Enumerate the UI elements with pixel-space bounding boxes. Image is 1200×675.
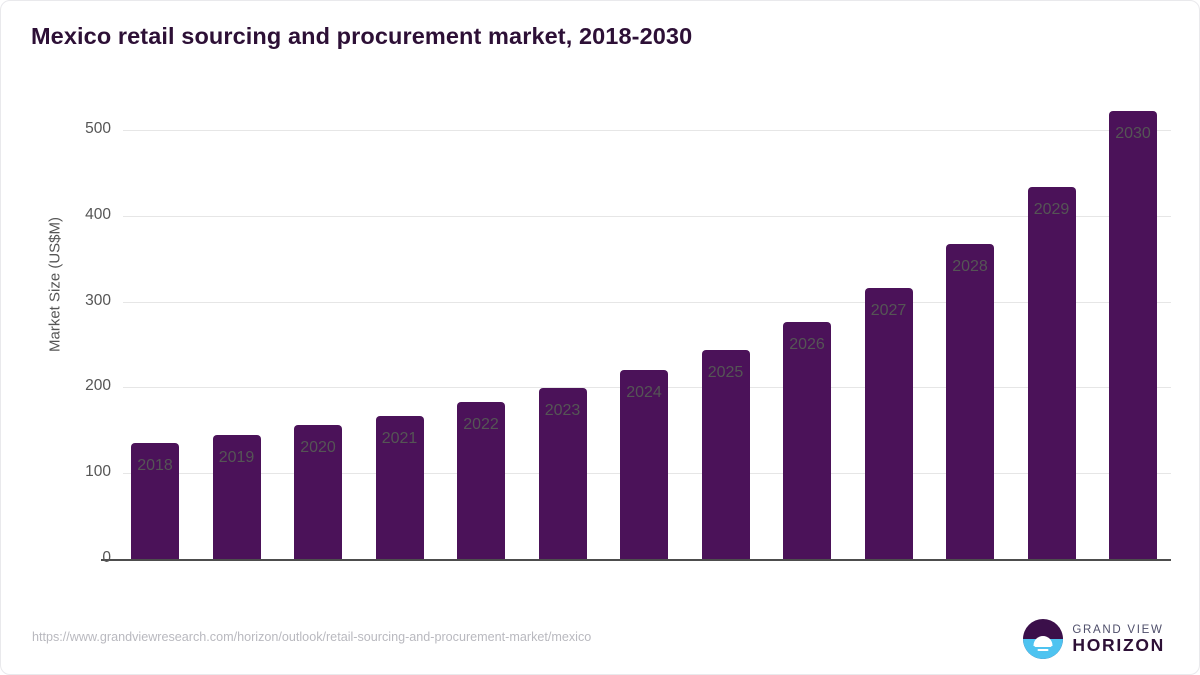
bar-group: 2025 bbox=[701, 349, 750, 559]
x-tick-label: 2018 bbox=[137, 457, 173, 475]
gridline-row: 500 bbox=[1, 120, 1199, 137]
bar[interactable] bbox=[946, 244, 994, 559]
bar-group: 2024 bbox=[620, 370, 668, 559]
gridline-row: 0 bbox=[1, 549, 1199, 566]
bar[interactable] bbox=[294, 425, 342, 559]
y-tick-label: 0 bbox=[102, 549, 111, 566]
bar-group: 2029 bbox=[1027, 186, 1076, 559]
brand-logo[interactable]: GRAND VIEW HORIZON bbox=[1023, 619, 1165, 659]
bar-group: 2021 bbox=[375, 415, 424, 559]
bar[interactable] bbox=[212, 434, 261, 559]
source-url[interactable]: https://www.grandviewresearch.com/horizo… bbox=[32, 630, 592, 644]
y-tick-label: 300 bbox=[85, 291, 111, 309]
gridline-row: 400 bbox=[1, 206, 1199, 223]
bar-group: 2030 bbox=[1109, 111, 1157, 559]
logo-ray-lower bbox=[1037, 649, 1049, 652]
y-tick-label: 100 bbox=[85, 463, 111, 481]
y-tick-label: 500 bbox=[85, 120, 111, 137]
x-tick-label: 2027 bbox=[870, 301, 907, 319]
bar[interactable] bbox=[864, 287, 913, 559]
logo-sun-shape bbox=[1033, 635, 1053, 646]
bar-group: 2023 bbox=[538, 388, 587, 559]
x-tick-label: 2019 bbox=[218, 448, 255, 466]
bar[interactable] bbox=[1027, 186, 1076, 559]
x-tick-label: 2028 bbox=[952, 258, 988, 276]
bar[interactable] bbox=[701, 349, 750, 559]
x-tick-label: 2026 bbox=[789, 336, 825, 354]
bar-group: 2019 bbox=[212, 434, 261, 559]
bar[interactable] bbox=[457, 402, 505, 559]
gridline-row: 300 bbox=[1, 292, 1199, 309]
y-tick-label: 200 bbox=[85, 377, 111, 395]
bar[interactable] bbox=[1109, 111, 1157, 559]
gridline bbox=[123, 301, 1171, 303]
bar-group: 2020 bbox=[294, 425, 342, 559]
x-tick-label: 2023 bbox=[544, 402, 581, 420]
bar-group: 2026 bbox=[783, 322, 831, 559]
bar[interactable] bbox=[538, 388, 587, 559]
bar-group: 2022 bbox=[457, 402, 505, 559]
x-tick-label: 2022 bbox=[463, 416, 499, 433]
logo-wordmark: GRAND VIEW HORIZON bbox=[1072, 624, 1165, 654]
bar[interactable] bbox=[620, 370, 668, 559]
x-tick-label: 2025 bbox=[707, 363, 744, 381]
gridline bbox=[123, 130, 1171, 131]
logo-line-1: GRAND VIEW bbox=[1072, 623, 1164, 636]
x-axis-baseline bbox=[101, 559, 1171, 561]
logo-line-2: HORIZON bbox=[1072, 634, 1165, 655]
y-tick-label: 400 bbox=[85, 205, 111, 223]
x-tick-label: 2024 bbox=[626, 384, 662, 402]
x-tick-label: 2020 bbox=[300, 439, 336, 457]
x-tick-label: 2021 bbox=[381, 429, 418, 447]
logo-ray-upper bbox=[1034, 645, 1052, 648]
bar-group: 2027 bbox=[864, 287, 913, 559]
page-title: Mexico retail sourcing and procurement m… bbox=[31, 23, 693, 49]
x-tick-label: 2030 bbox=[1115, 125, 1151, 143]
bar[interactable] bbox=[131, 443, 179, 559]
bar[interactable] bbox=[375, 415, 424, 559]
horizon-sun-icon bbox=[1023, 619, 1064, 659]
x-tick-label: 2029 bbox=[1033, 200, 1070, 218]
bar-group: 2028 bbox=[946, 244, 994, 559]
bar[interactable] bbox=[783, 322, 831, 559]
gridline bbox=[123, 215, 1171, 217]
logo-water-shape bbox=[1023, 639, 1064, 659]
bar-group: 2018 bbox=[131, 443, 179, 559]
